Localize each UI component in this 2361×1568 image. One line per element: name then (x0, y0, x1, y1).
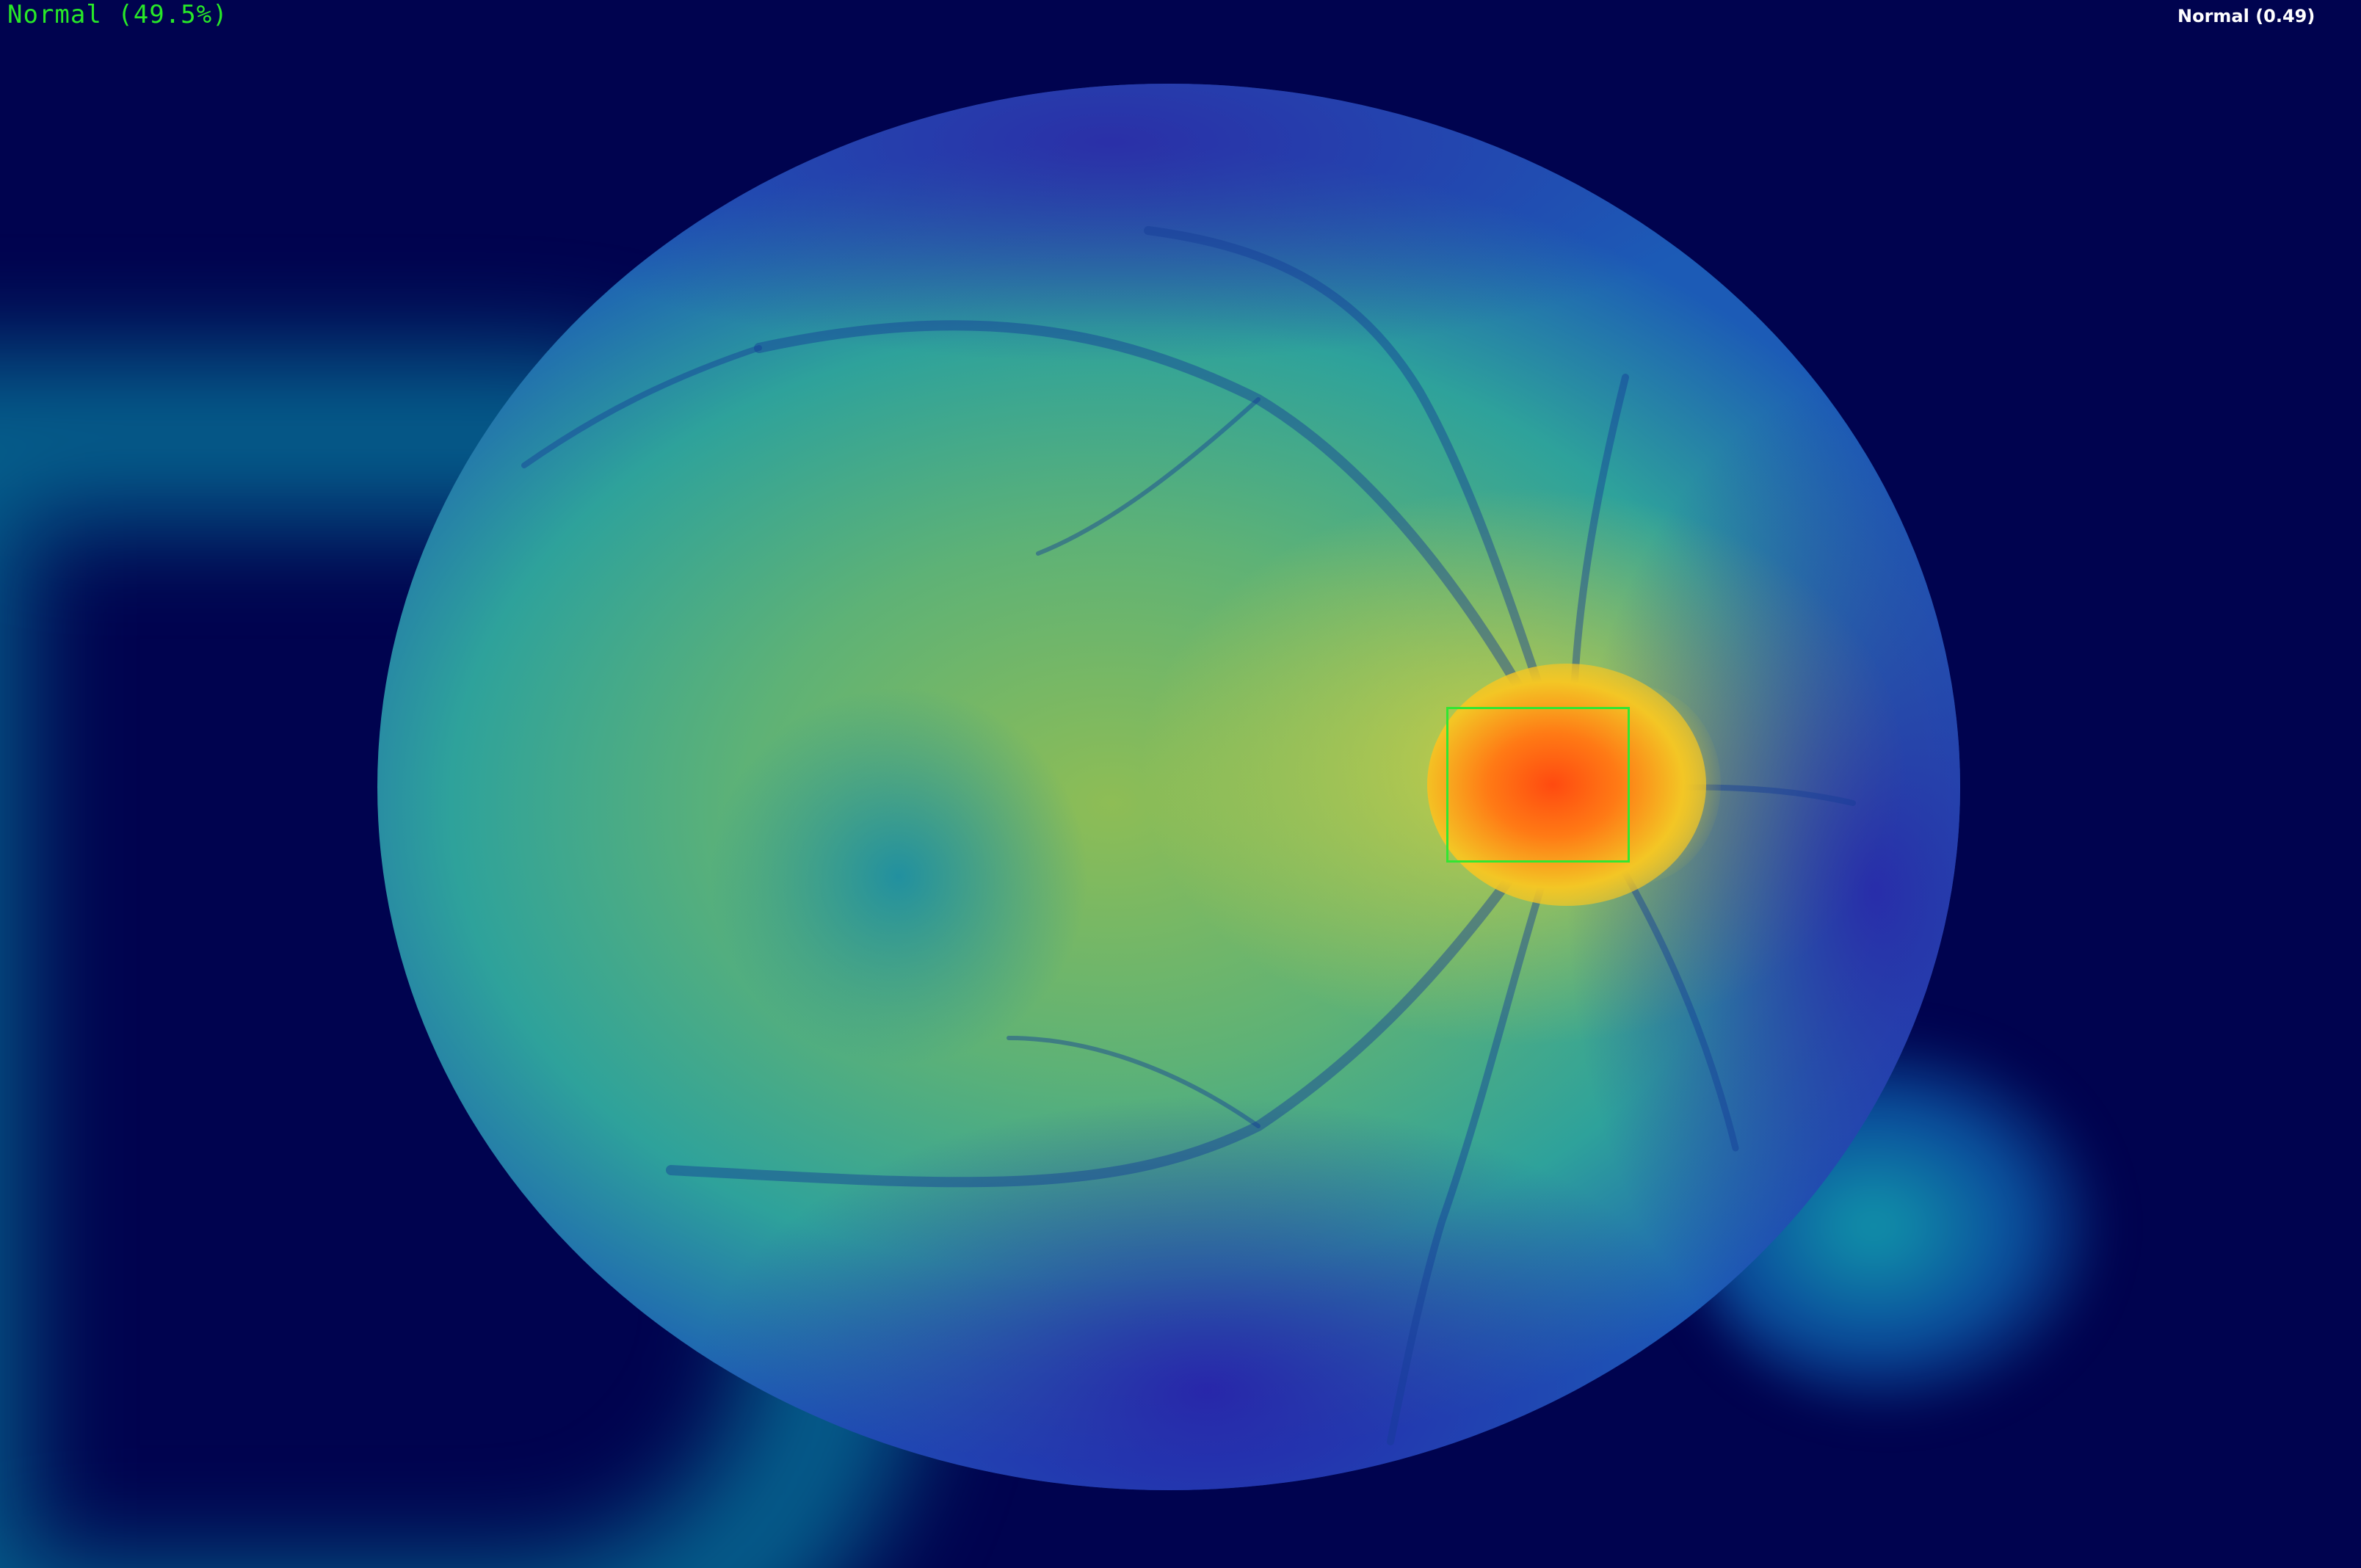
fundus-image (377, 84, 1960, 1490)
prediction-label-right: Normal (0.49) (2177, 6, 2315, 26)
activation-hotspot (1427, 664, 1706, 906)
detection-box (1446, 707, 1630, 863)
retinal-vessels (521, 226, 1856, 1445)
prediction-label-left: Normal (49.5%) (7, 0, 228, 29)
